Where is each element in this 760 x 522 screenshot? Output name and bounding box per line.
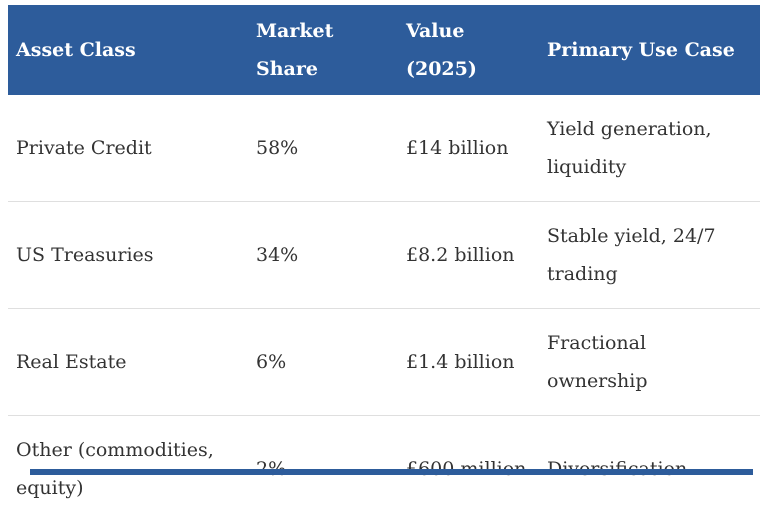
column-header-market-share: Market Share [248, 5, 398, 95]
cell-asset-class: Real Estate [8, 309, 248, 416]
horizontal-scrollbar-thumb[interactable] [30, 469, 753, 475]
page: Asset Class Market Share Value (2025) Pr… [8, 5, 760, 522]
cell-market-share: 6% [248, 309, 398, 416]
cell-use-case: Stable yield, 24/7 trading [539, 202, 760, 309]
cell-market-share: 34% [248, 202, 398, 309]
header-row: Asset Class Market Share Value (2025) Pr… [8, 5, 760, 95]
cell-asset-class: Private Credit [8, 95, 248, 202]
cell-market-share: 58% [248, 95, 398, 202]
cell-use-case: Yield generation, liquidity [539, 95, 760, 202]
column-header-primary-use-case: Primary Use Case [539, 5, 760, 95]
table-row-real-estate: Real Estate 6% £1.4 billion Fractional o… [8, 309, 760, 416]
column-header-value-2025: Value (2025) [398, 5, 539, 95]
cell-asset-class: US Treasuries [8, 202, 248, 309]
table-row-us-treasuries: US Treasuries 34% £8.2 billion Stable yi… [8, 202, 760, 309]
cell-value: £14 billion [398, 95, 539, 202]
cell-value: £1.4 billion [398, 309, 539, 416]
column-header-asset-class: Asset Class [8, 5, 248, 95]
cell-use-case: Fractional ownership [539, 309, 760, 416]
table-row-private-credit: Private Credit 58% £14 billion Yield gen… [8, 95, 760, 202]
cell-value: £8.2 billion [398, 202, 539, 309]
asset-class-table: Asset Class Market Share Value (2025) Pr… [8, 5, 760, 522]
